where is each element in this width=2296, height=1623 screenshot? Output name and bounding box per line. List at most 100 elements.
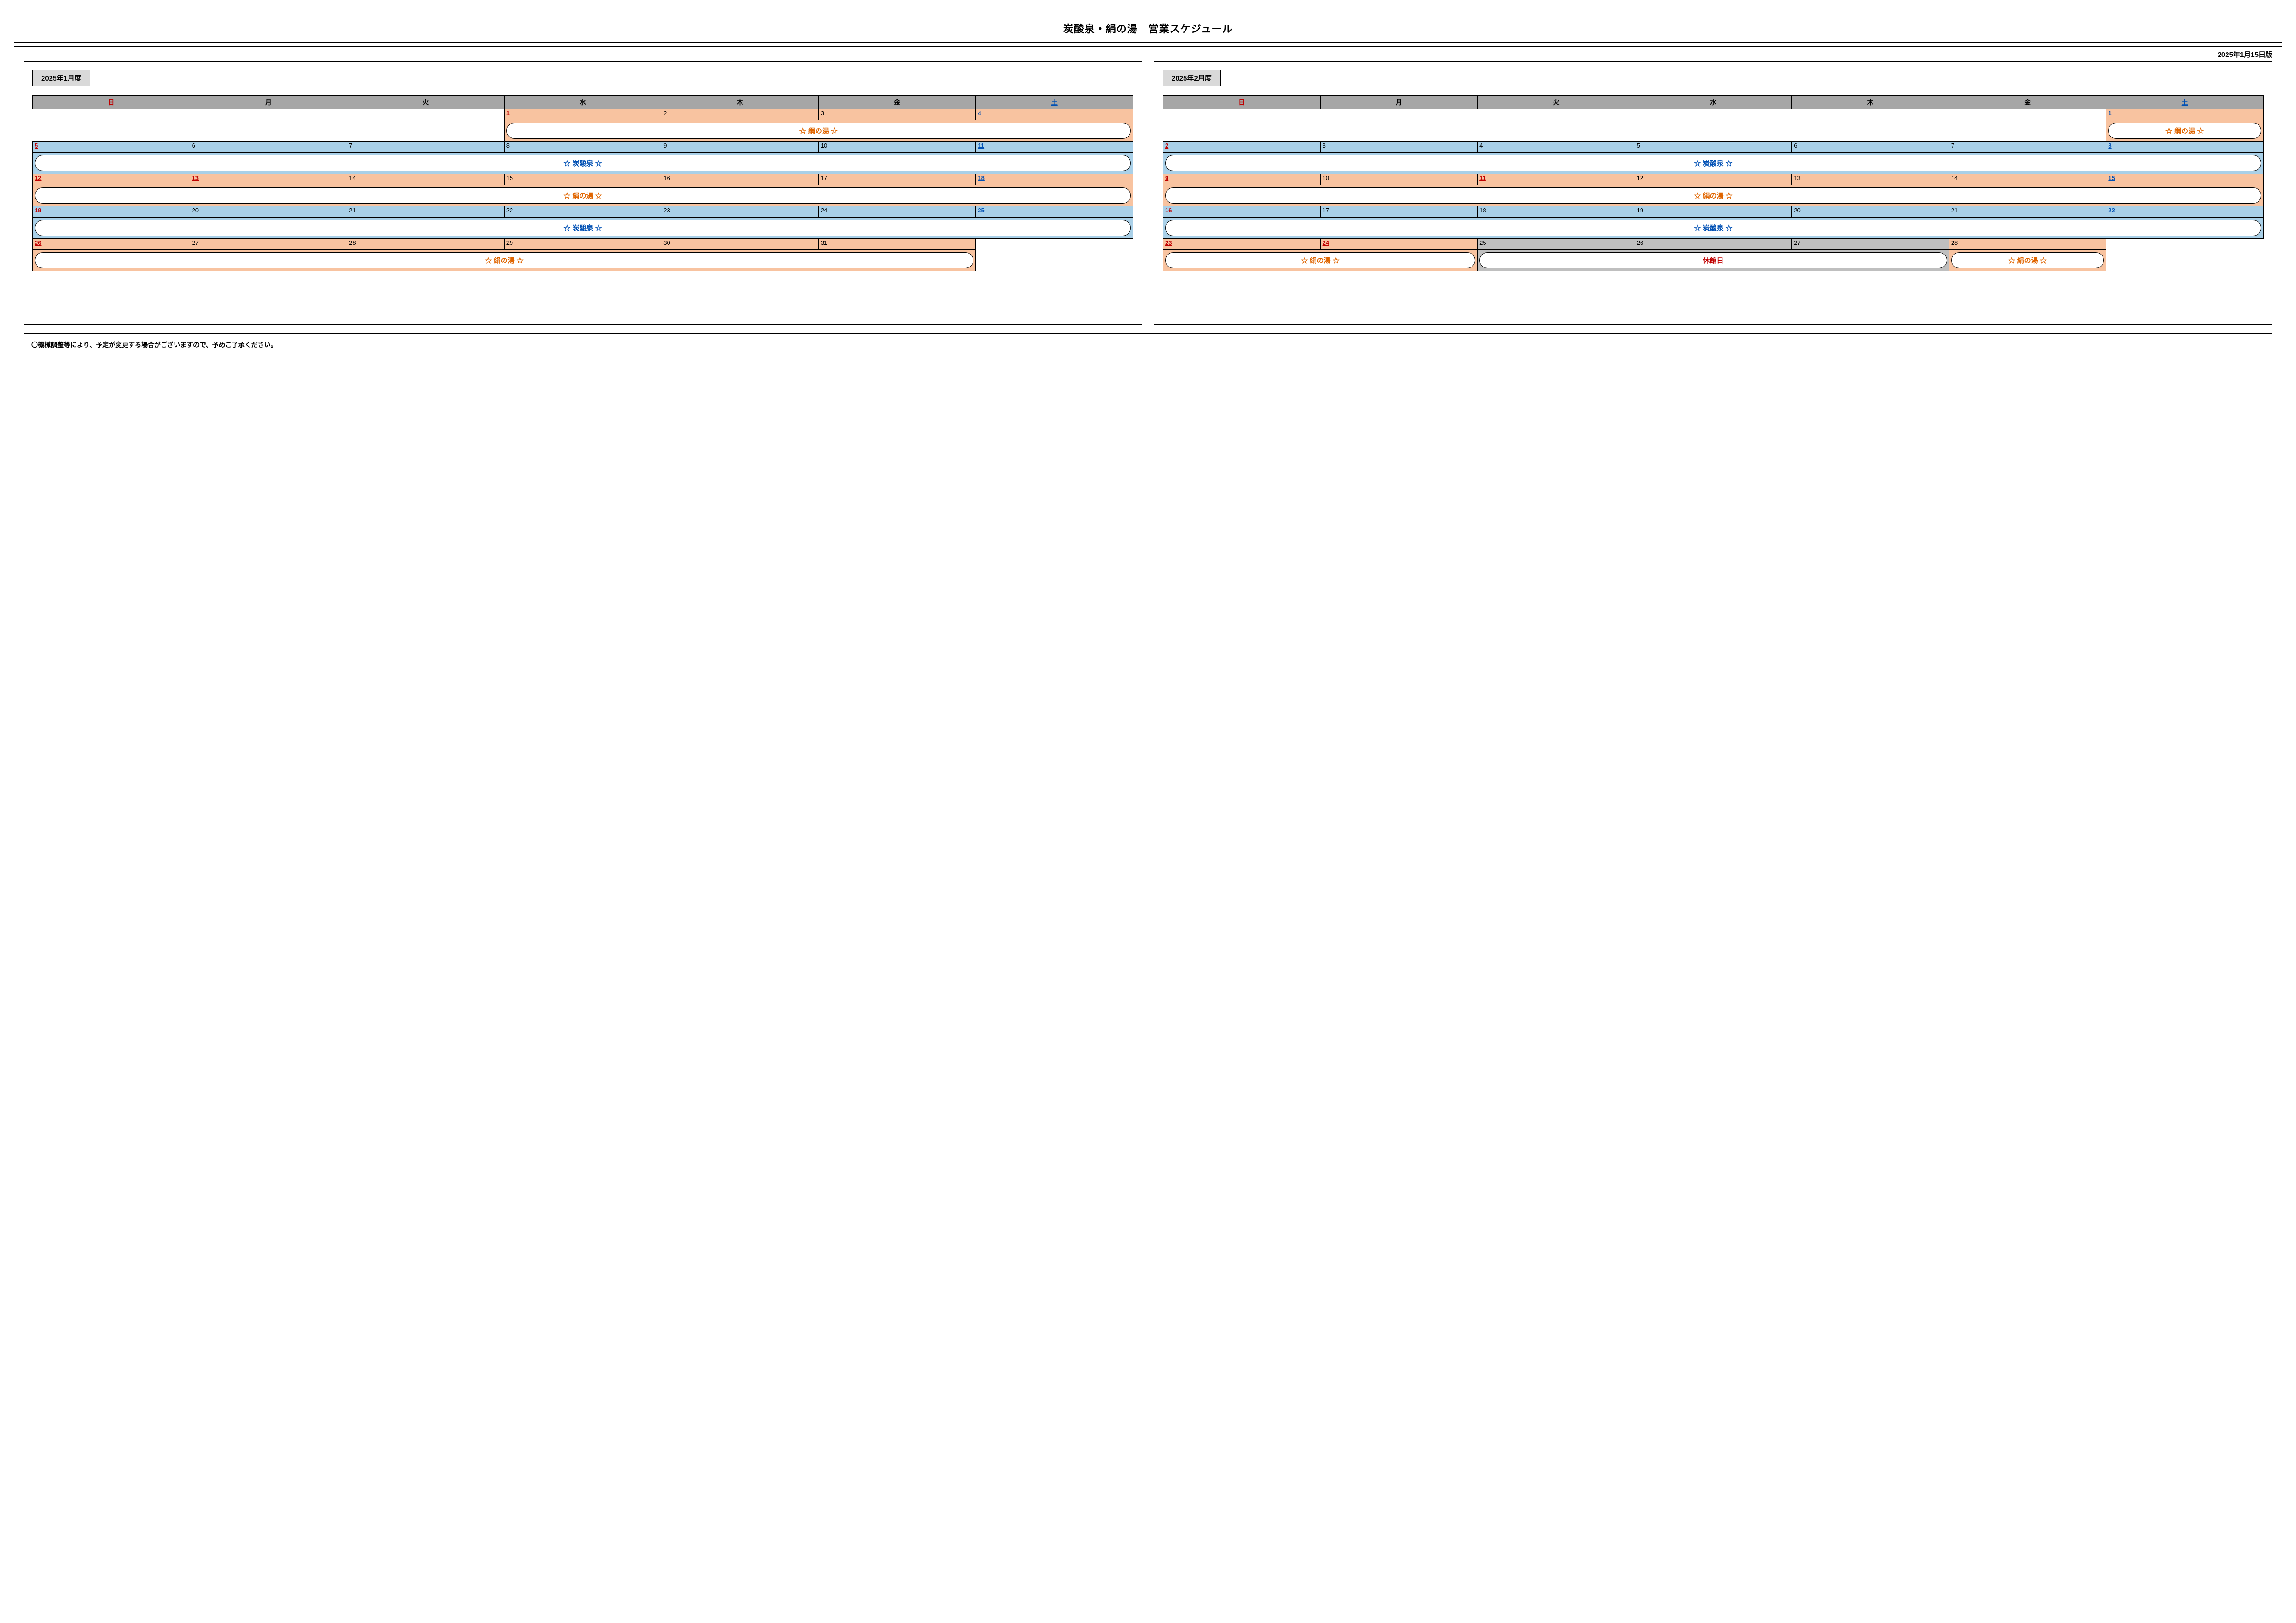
band-cell: ☆ 絹の湯 ☆ (1163, 250, 1478, 271)
band-empty (976, 250, 1133, 271)
dow-header: 土 (2106, 96, 2264, 109)
day-number: 20 (192, 207, 199, 214)
band-pill: ☆ 絹の湯 ☆ (1165, 252, 1475, 268)
month-label: 2025年1月度 (32, 70, 90, 86)
day-number: 18 (978, 174, 984, 181)
band-pill: ☆ 炭酸泉 ☆ (1165, 155, 2261, 171)
band-empty (1949, 120, 2106, 142)
day-number: 12 (35, 174, 41, 181)
day-number: 28 (1951, 239, 1958, 246)
day-number: 22 (506, 207, 513, 214)
day-number: 24 (821, 207, 827, 214)
day-number: 23 (1165, 239, 1172, 246)
day-number: 15 (506, 174, 513, 181)
day-cell: 14 (347, 174, 505, 185)
day-number: 14 (349, 174, 356, 181)
day-cell: 27 (190, 239, 347, 250)
day-number: 5 (1637, 142, 1640, 149)
day-number: 23 (663, 207, 670, 214)
band-cell: ☆ 絹の湯 ☆ (1949, 250, 2106, 271)
day-cell: 17 (818, 174, 976, 185)
band-pill: ☆ 絹の湯 ☆ (35, 252, 973, 268)
day-cell: 3 (1320, 142, 1478, 153)
day-cell: 12 (1635, 174, 1792, 185)
day-number: 9 (1165, 174, 1168, 181)
day-cell: 19 (33, 206, 190, 218)
day-cell: 13 (1792, 174, 1949, 185)
day-cell: 14 (1949, 174, 2106, 185)
day-cell: 7 (1949, 142, 2106, 153)
band-cell: ☆ 絹の湯 ☆ (33, 250, 976, 271)
band-pill: ☆ 炭酸泉 ☆ (35, 220, 1131, 236)
day-cell (1478, 109, 1635, 120)
dow-header: 日 (33, 96, 190, 109)
day-cell: 15 (2106, 174, 2264, 185)
day-number: 17 (1323, 207, 1329, 214)
day-cell (1635, 109, 1792, 120)
day-cell: 26 (1635, 239, 1792, 250)
band-empty (1320, 120, 1478, 142)
day-cell: 22 (2106, 206, 2264, 218)
dow-header: 月 (1320, 96, 1478, 109)
day-cell: 24 (818, 206, 976, 218)
band-empty (1635, 120, 1792, 142)
day-number: 20 (1794, 207, 1800, 214)
day-number: 13 (192, 174, 199, 181)
day-cell: 17 (1320, 206, 1478, 218)
band-cell: ☆ 炭酸泉 ☆ (1163, 153, 2264, 174)
day-number: 5 (35, 142, 38, 149)
day-number: 14 (1951, 174, 1958, 181)
day-cell: 15 (504, 174, 661, 185)
day-cell (1949, 109, 2106, 120)
day-cell: 1 (2106, 109, 2264, 120)
day-number: 2 (663, 110, 667, 117)
day-number: 26 (1637, 239, 1643, 246)
day-number: 15 (2108, 174, 2115, 181)
day-cell: 2 (1163, 142, 1321, 153)
band-empty (347, 120, 505, 142)
day-cell: 9 (661, 142, 819, 153)
day-cell (33, 109, 190, 120)
day-cell: 21 (1949, 206, 2106, 218)
day-number: 16 (663, 174, 670, 181)
day-cell: 24 (1320, 239, 1478, 250)
day-cell: 13 (190, 174, 347, 185)
day-cell (347, 109, 505, 120)
day-cell (1163, 109, 1321, 120)
calendar-table: 日月火水木金土1☆ 絹の湯 ☆2345678☆ 炭酸泉 ☆91011121314… (1163, 95, 2264, 271)
day-cell: 2 (661, 109, 819, 120)
day-number: 22 (2108, 207, 2115, 214)
day-number: 19 (1637, 207, 1643, 214)
day-number: 17 (821, 174, 827, 181)
day-number: 6 (1794, 142, 1797, 149)
day-cell: 8 (2106, 142, 2264, 153)
day-number: 30 (663, 239, 670, 246)
band-cell: ☆ 炭酸泉 ☆ (33, 218, 1133, 239)
band-pill: ☆ 絹の湯 ☆ (2108, 123, 2261, 139)
version-label: 2025年1月15日版 (24, 50, 2272, 59)
dow-header: 日 (1163, 96, 1321, 109)
day-cell: 27 (1792, 239, 1949, 250)
calendar-wrap: 2025年1月度日月火水木金土1234☆ 絹の湯 ☆567891011☆ 炭酸泉… (24, 61, 2272, 325)
band-cell: ☆ 炭酸泉 ☆ (1163, 218, 2264, 239)
day-cell: 25 (1478, 239, 1635, 250)
day-cell: 12 (33, 174, 190, 185)
day-cell: 5 (1635, 142, 1792, 153)
day-cell: 20 (1792, 206, 1949, 218)
day-number: 28 (349, 239, 356, 246)
calendar-panel-jan: 2025年1月度日月火水木金土1234☆ 絹の湯 ☆567891011☆ 炭酸泉… (24, 61, 1142, 325)
day-cell (976, 239, 1133, 250)
band-empty (1163, 120, 1321, 142)
day-cell: 18 (1478, 206, 1635, 218)
day-number: 10 (1323, 174, 1329, 181)
day-cell: 20 (190, 206, 347, 218)
day-number: 21 (1951, 207, 1958, 214)
day-cell: 22 (504, 206, 661, 218)
day-number: 29 (506, 239, 513, 246)
day-cell: 28 (1949, 239, 2106, 250)
dow-header: 火 (347, 96, 505, 109)
band-pill: ☆ 炭酸泉 ☆ (1165, 220, 2261, 236)
day-number: 6 (192, 142, 195, 149)
day-number: 7 (1951, 142, 1954, 149)
dow-header: 木 (1792, 96, 1949, 109)
